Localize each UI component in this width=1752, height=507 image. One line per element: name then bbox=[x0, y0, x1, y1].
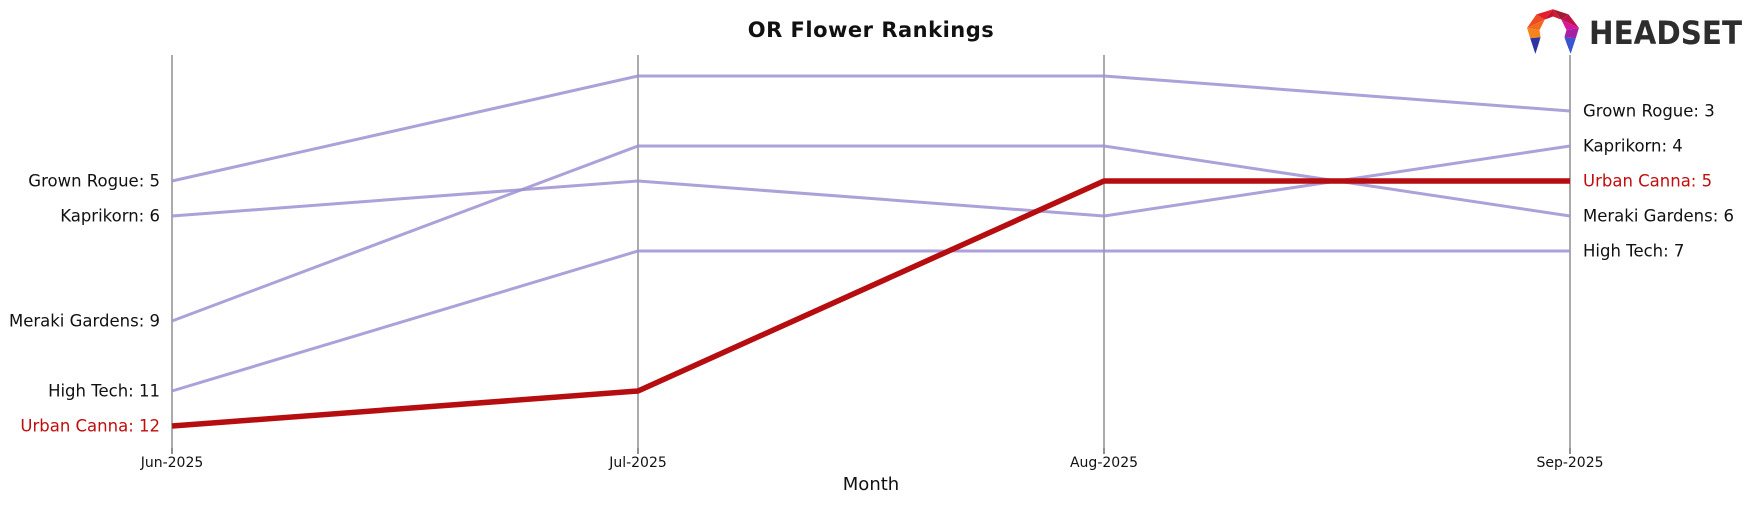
series-line-meraki-gardens bbox=[171, 144, 1571, 323]
series-line-grown-rogue bbox=[171, 74, 1571, 183]
right-label-meraki-gardens: Meraki Gardens: 6 bbox=[1583, 207, 1734, 226]
x-tick-label-jun-2025: Jun-2025 bbox=[140, 455, 204, 471]
chart-title: OR Flower Rankings bbox=[747, 18, 995, 42]
left-label-grown-rogue: Grown Rogue: 5 bbox=[28, 172, 160, 191]
left-label-urban-canna: Urban Canna: 12 bbox=[20, 417, 160, 436]
headset-logo-text: HEADSET bbox=[1589, 14, 1742, 52]
x-axis-title: Month bbox=[842, 474, 900, 495]
series-line-urban-canna bbox=[171, 178, 1570, 429]
x-tick-label-sep-2025: Sep-2025 bbox=[1536, 455, 1603, 471]
right-label-urban-canna: Urban Canna: 5 bbox=[1583, 172, 1712, 191]
right-label-high-tech: High Tech: 7 bbox=[1583, 242, 1684, 261]
x-tick-label-aug-2025: Aug-2025 bbox=[1070, 455, 1138, 471]
headset-logo-wordmark: HEADSET bbox=[1589, 14, 1742, 52]
headset-logo-icon bbox=[1527, 9, 1579, 54]
right-label-kaprikorn: Kaprikorn: 4 bbox=[1583, 137, 1683, 156]
left-label-high-tech: High Tech: 11 bbox=[48, 382, 160, 401]
left-label-meraki-gardens: Meraki Gardens: 9 bbox=[9, 312, 160, 331]
left-label-kaprikorn: Kaprikorn: 6 bbox=[60, 207, 160, 226]
x-tick-label-jul-2025: Jul-2025 bbox=[608, 455, 667, 471]
headset-logo: HEADSET bbox=[1525, 7, 1746, 55]
right-label-grown-rogue: Grown Rogue: 3 bbox=[1583, 102, 1715, 121]
series-line-high-tech bbox=[171, 249, 1570, 393]
